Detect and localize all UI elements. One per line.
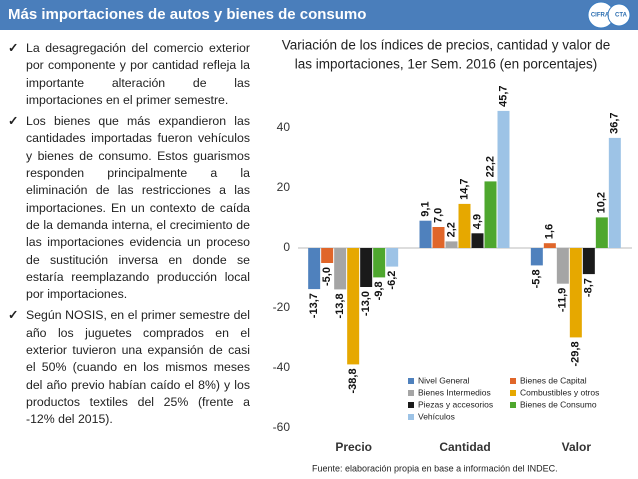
legend-swatch xyxy=(510,390,516,396)
bar xyxy=(373,248,386,278)
x-tick-label: Cantidad xyxy=(439,440,490,454)
legend-label: Bienes de Capital xyxy=(520,375,587,385)
bar xyxy=(543,243,556,248)
bar xyxy=(445,241,458,248)
legend-label: Bienes Intermedios xyxy=(418,387,491,397)
logo-text: CTA xyxy=(615,13,628,19)
bar xyxy=(360,248,373,287)
value-label: 9,1 xyxy=(419,201,431,216)
y-tick-label: -20 xyxy=(273,300,291,314)
bar xyxy=(458,203,471,248)
bar xyxy=(569,248,582,338)
bar xyxy=(497,110,510,249)
value-label: -9,8 xyxy=(373,281,385,300)
bar xyxy=(484,181,497,248)
value-label: -29,8 xyxy=(570,341,582,366)
bar xyxy=(471,233,484,248)
value-label: 1,6 xyxy=(544,224,556,239)
legend-label: Bienes de Consumo xyxy=(520,399,597,409)
logo-text: CIFRA xyxy=(591,13,610,19)
x-tick-label: Precio xyxy=(335,440,372,454)
legend-swatch xyxy=(510,402,516,408)
value-label: -38,8 xyxy=(347,368,359,393)
value-label: -5,0 xyxy=(321,267,333,286)
value-label: -13,0 xyxy=(360,291,372,316)
value-label: 4,9 xyxy=(471,214,483,229)
bar xyxy=(432,227,445,248)
value-label: 45,7 xyxy=(497,85,509,106)
bar xyxy=(347,248,360,365)
legend-label: Piezas y accesorios xyxy=(418,399,493,409)
bullet: Según NOSIS, en el primer semestre del a… xyxy=(8,307,250,428)
legend-swatch xyxy=(408,390,414,396)
bullet: La desagregación del comercio exterior p… xyxy=(8,40,250,109)
value-label: 7,0 xyxy=(432,208,444,223)
value-label: -6,2 xyxy=(386,271,398,290)
bar xyxy=(386,248,399,267)
bar xyxy=(321,248,334,263)
value-label: -11,9 xyxy=(557,288,569,312)
y-tick-label: 20 xyxy=(277,180,291,194)
bar xyxy=(556,248,569,284)
y-tick-label: 40 xyxy=(277,120,291,134)
bar xyxy=(608,137,621,248)
legend-swatch xyxy=(408,414,414,420)
y-tick-label: 0 xyxy=(283,240,290,254)
value-label: -13,7 xyxy=(308,293,320,318)
logo-circle xyxy=(607,3,631,27)
header-bar: Más importaciones de autos y bienes de c… xyxy=(0,0,638,30)
bar xyxy=(582,248,595,275)
value-label: 10,2 xyxy=(596,192,608,213)
value-label: -5,8 xyxy=(531,269,543,288)
chart-title: las importaciones, 1er Sem. 2016 (en por… xyxy=(295,57,597,72)
value-label: 22,2 xyxy=(484,156,496,177)
legend-label: Combustibles y otros xyxy=(520,387,599,397)
y-tick-label: -40 xyxy=(273,360,291,374)
bar xyxy=(419,220,432,248)
bullet-list: La desagregación del comercio exterior p… xyxy=(8,40,250,433)
value-label: 14,7 xyxy=(458,178,470,199)
value-label: 2,2 xyxy=(445,222,457,237)
header-title: Más importaciones de autos y bienes de c… xyxy=(8,6,367,23)
source-note: Fuente: elaboración propia en base a inf… xyxy=(312,463,558,473)
y-tick-label: -60 xyxy=(273,420,291,434)
legend-swatch xyxy=(408,402,414,408)
legend-swatch xyxy=(408,378,414,384)
legend-label: Vehículos xyxy=(418,411,455,421)
bar xyxy=(595,217,608,248)
x-tick-label: Valor xyxy=(562,440,592,454)
chart-title: Variación de los índices de precios, can… xyxy=(282,38,610,53)
legend-label: Nivel General xyxy=(418,375,470,385)
legend-swatch xyxy=(510,378,516,384)
value-label: 36,7 xyxy=(609,112,621,133)
value-label: -13,8 xyxy=(334,293,346,318)
bullet: Los bienes que más expandieron las canti… xyxy=(8,113,250,303)
bar xyxy=(308,248,321,290)
bar xyxy=(334,248,347,290)
value-label: -8,7 xyxy=(583,278,595,297)
bar xyxy=(530,248,543,266)
